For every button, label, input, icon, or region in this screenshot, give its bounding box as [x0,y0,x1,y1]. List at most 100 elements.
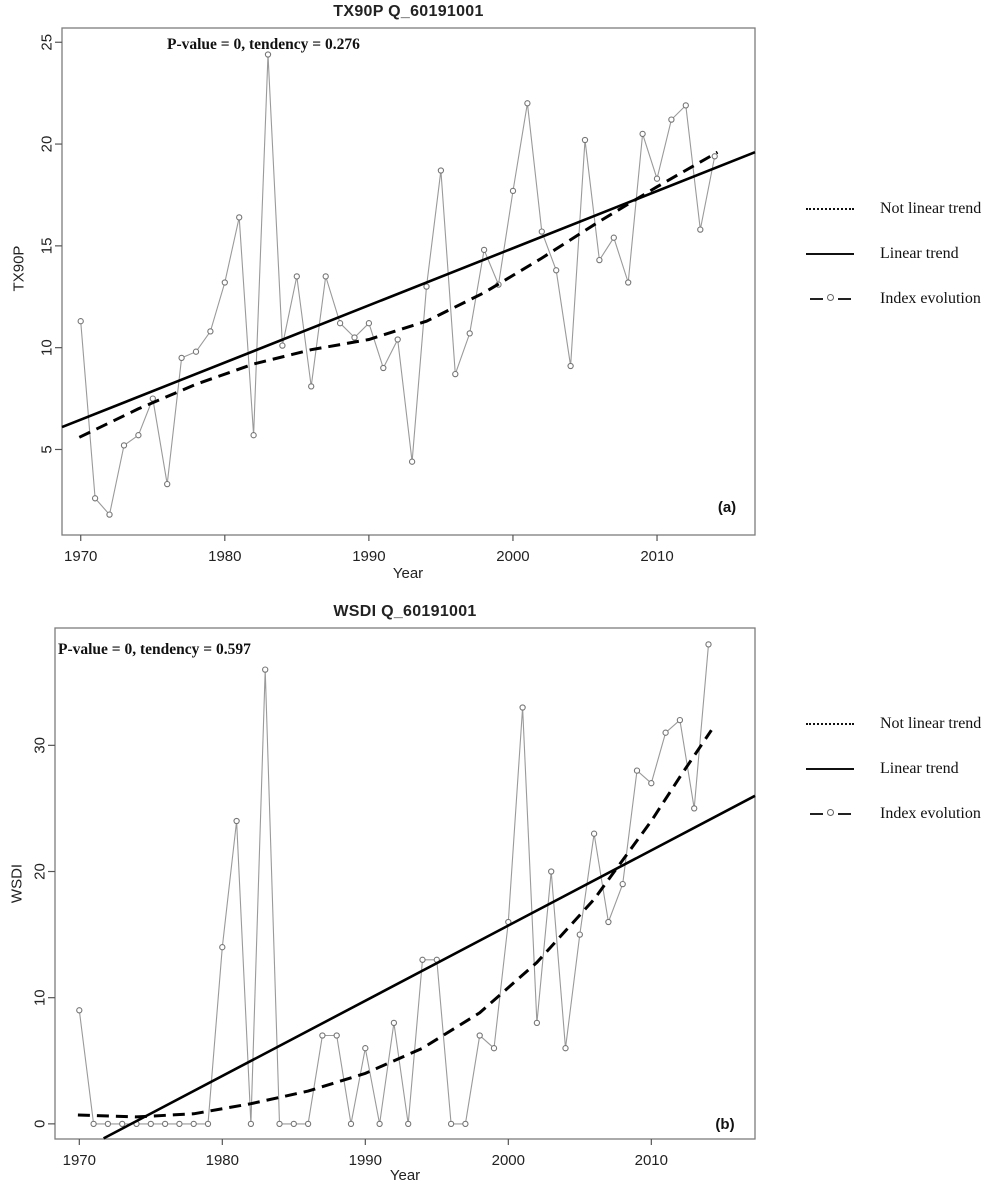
data-point-marker [304,1120,312,1128]
legend-label: Linear trend [880,244,959,262]
legend-item-linear-trend: Linear trend [806,746,1003,791]
data-point-marker [466,330,473,337]
chart-b-legend: Not linear trend Linear trend Index evol… [806,701,1003,836]
legend-item-linear-trend: Linear trend [806,231,1003,276]
data-point-marker [610,234,617,241]
y-tick-label: 25 [39,34,56,51]
x-tick-label: 1990 [352,548,385,565]
data-point-marker [509,187,517,195]
data-point-marker [176,1120,183,1128]
dotted-line-sample [806,207,854,210]
index-evolution-line [78,644,710,1125]
data-point-marker [308,383,315,390]
data-point-marker [90,1120,97,1128]
y-axis-ticks: 0 10 20 30 [32,737,55,1128]
plot-box [61,27,756,536]
data-point-marker [276,1120,283,1128]
data-point-marker [562,1045,569,1052]
data-point-marker [207,328,214,335]
chart-a-plot: 1970 1980 1990 2000 2010 5 10 15 20 25 [39,27,756,565]
legend-item-not-linear-trend: Not linear trend [806,701,1003,746]
data-point-marker [538,228,545,235]
y-tick-label: 20 [32,863,49,880]
chart-a-annotation: P-value = 0, tendency = 0.276 [167,36,360,53]
data-point-marker [605,918,612,926]
data-point-marker [533,1019,541,1027]
linear-trend-line [102,794,756,1140]
linear-trend-line [61,150,756,429]
x-tick-label: 1970 [64,548,97,565]
data-point-marker [705,641,712,648]
data-point-marker [480,246,488,254]
data-point-marker [362,1045,369,1052]
x-tick-label: 2000 [496,548,529,565]
data-point-marker [581,136,589,144]
data-point-marker [164,480,171,488]
data-point-marker [662,729,669,736]
data-point-marker [135,432,142,439]
data-point-marker [691,805,698,812]
chart-b-annotation: P-value = 0, tendency = 0.597 [58,641,251,658]
data-point-marker [77,318,84,325]
plot-box [54,627,756,1140]
legend-item-not-linear-trend: Not linear trend [806,186,1003,231]
data-point-marker [264,51,272,58]
x-tick-label: 1980 [208,548,241,565]
data-point-marker [462,1120,469,1128]
not-linear-trend-line [77,729,713,1119]
chart-b-plot: 1970 1980 1990 2000 2010 0 10 20 30 [32,627,756,1169]
data-point-marker [365,320,373,327]
data-point-marker [519,704,526,711]
chart-b-x-axis-label: Year [389,1167,421,1184]
data-point-marker [524,100,531,107]
y-axis-ticks: 5 10 15 20 25 [39,34,62,454]
dash-circle-line-sample [806,293,854,301]
chart-a-title: TX90P Q_60191001 [333,3,484,20]
data-point-marker [380,364,387,372]
data-point-marker [106,511,113,518]
legend-item-index-evolution: Index evolution [806,276,1003,321]
y-tick-label: 5 [39,445,56,453]
x-tick-label: 1970 [63,1152,96,1169]
data-point-marker [336,320,344,327]
data-point-marker [119,1120,126,1128]
legend-label: Not linear trend [880,714,982,732]
data-point-marker [619,880,626,888]
x-tick-label: 1990 [349,1152,382,1169]
data-point-marker [490,1045,498,1052]
x-tick-label: 2010 [635,1152,668,1169]
data-point-marker [120,442,128,449]
chart-a-y-axis-label: TX90P [10,245,28,292]
data-point-marker [653,175,661,182]
data-point-marker [233,817,240,825]
data-point-marker [394,336,401,343]
data-point-marker [567,362,574,370]
y-tick-label: 15 [39,238,56,255]
data-point-marker [262,666,269,673]
data-point-marker [668,116,675,123]
chart-b-y-axis-label: WSDI [8,863,26,904]
data-point-marker [633,767,641,774]
legend-label: Linear trend [880,759,959,777]
chart-b-panel-label: (b) [715,1116,735,1133]
data-point-marker [676,716,684,724]
data-point-marker [648,780,655,787]
data-point-marker [221,279,228,286]
chart-a-legend: Not linear trend Linear trend Index evol… [806,186,1003,321]
chart-a-x-axis-label: Year [392,565,424,582]
not-linear-trend-line [78,150,719,439]
chart-b-title: WSDI Q_60191001 [333,603,477,620]
index-evolution-line [80,54,716,516]
legend-label: Not linear trend [880,199,982,217]
data-point-marker [347,1120,355,1128]
data-point-marker [476,1032,483,1039]
data-point-marker [419,956,426,963]
legend-label: Index evolution [880,289,981,307]
data-point-marker [219,944,226,951]
data-point-marker [147,1120,154,1128]
data-point-marker [639,130,646,138]
data-point-marker [351,334,358,341]
data-point-marker [553,267,560,274]
y-tick-label: 30 [32,737,49,754]
